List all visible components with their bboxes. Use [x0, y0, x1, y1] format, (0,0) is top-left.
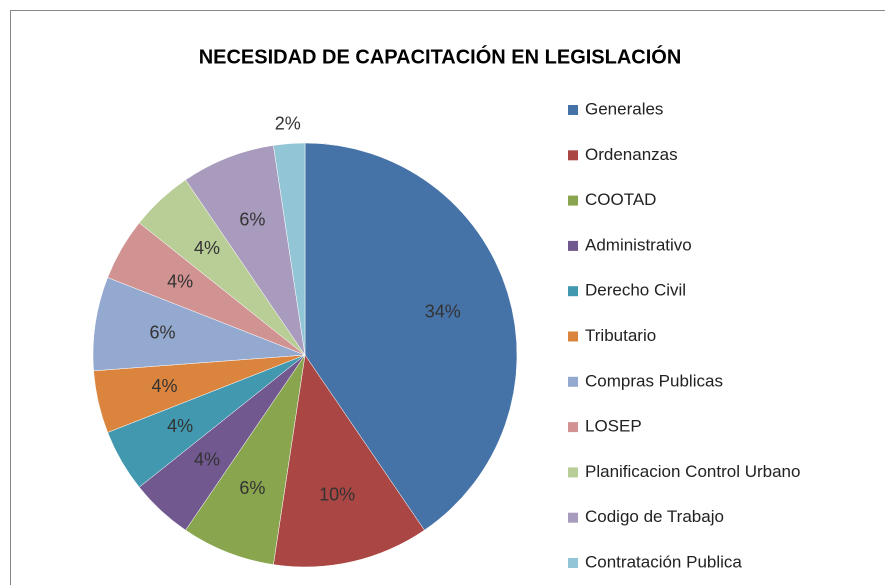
legend-label: Administrativo — [585, 235, 692, 254]
legend-label: Codigo de Trabajo — [585, 507, 724, 526]
legend-label: Compras Publicas — [585, 371, 723, 390]
legend-label: LOSEP — [585, 417, 642, 436]
data-label: 6% — [149, 322, 175, 342]
legend-label: Generales — [585, 99, 663, 118]
legend-swatch — [568, 195, 578, 206]
legend-swatch — [568, 150, 578, 161]
legend-label: Contratación Publica — [585, 552, 742, 571]
legend-swatch — [568, 240, 578, 251]
legend-swatch — [568, 558, 578, 568]
data-label: 4% — [167, 272, 193, 292]
legend-swatch — [568, 105, 578, 115]
pie-slice — [304, 142, 518, 531]
data-label: 4% — [167, 416, 193, 436]
legend-label: Planificacion Control Urbano — [585, 462, 800, 481]
pie-slice — [273, 142, 306, 356]
data-label: 4% — [194, 238, 220, 258]
pie-slice — [273, 354, 425, 568]
legend-swatch — [568, 512, 578, 523]
data-label: 6% — [239, 478, 265, 498]
data-label: 4% — [151, 376, 177, 396]
legend-swatch — [568, 467, 578, 478]
data-label: 6% — [239, 210, 265, 230]
chart-title: NECESIDAD DE CAPACITACIÓN EN LEGISLACIÓN — [199, 44, 682, 68]
legend-label: Derecho Civil — [585, 281, 686, 300]
legend-label: Ordenanzas — [585, 145, 678, 164]
legend-swatch — [568, 331, 578, 342]
legend-label: Tributario — [585, 326, 656, 345]
data-label: 2% — [275, 113, 301, 133]
legend-swatch — [568, 286, 578, 297]
data-label: 10% — [319, 484, 355, 504]
data-label: 34% — [425, 301, 461, 321]
legend-swatch — [568, 422, 578, 433]
legend-swatch — [568, 376, 578, 387]
data-label: 4% — [194, 449, 220, 469]
legend-label: COOTAD — [585, 190, 656, 209]
